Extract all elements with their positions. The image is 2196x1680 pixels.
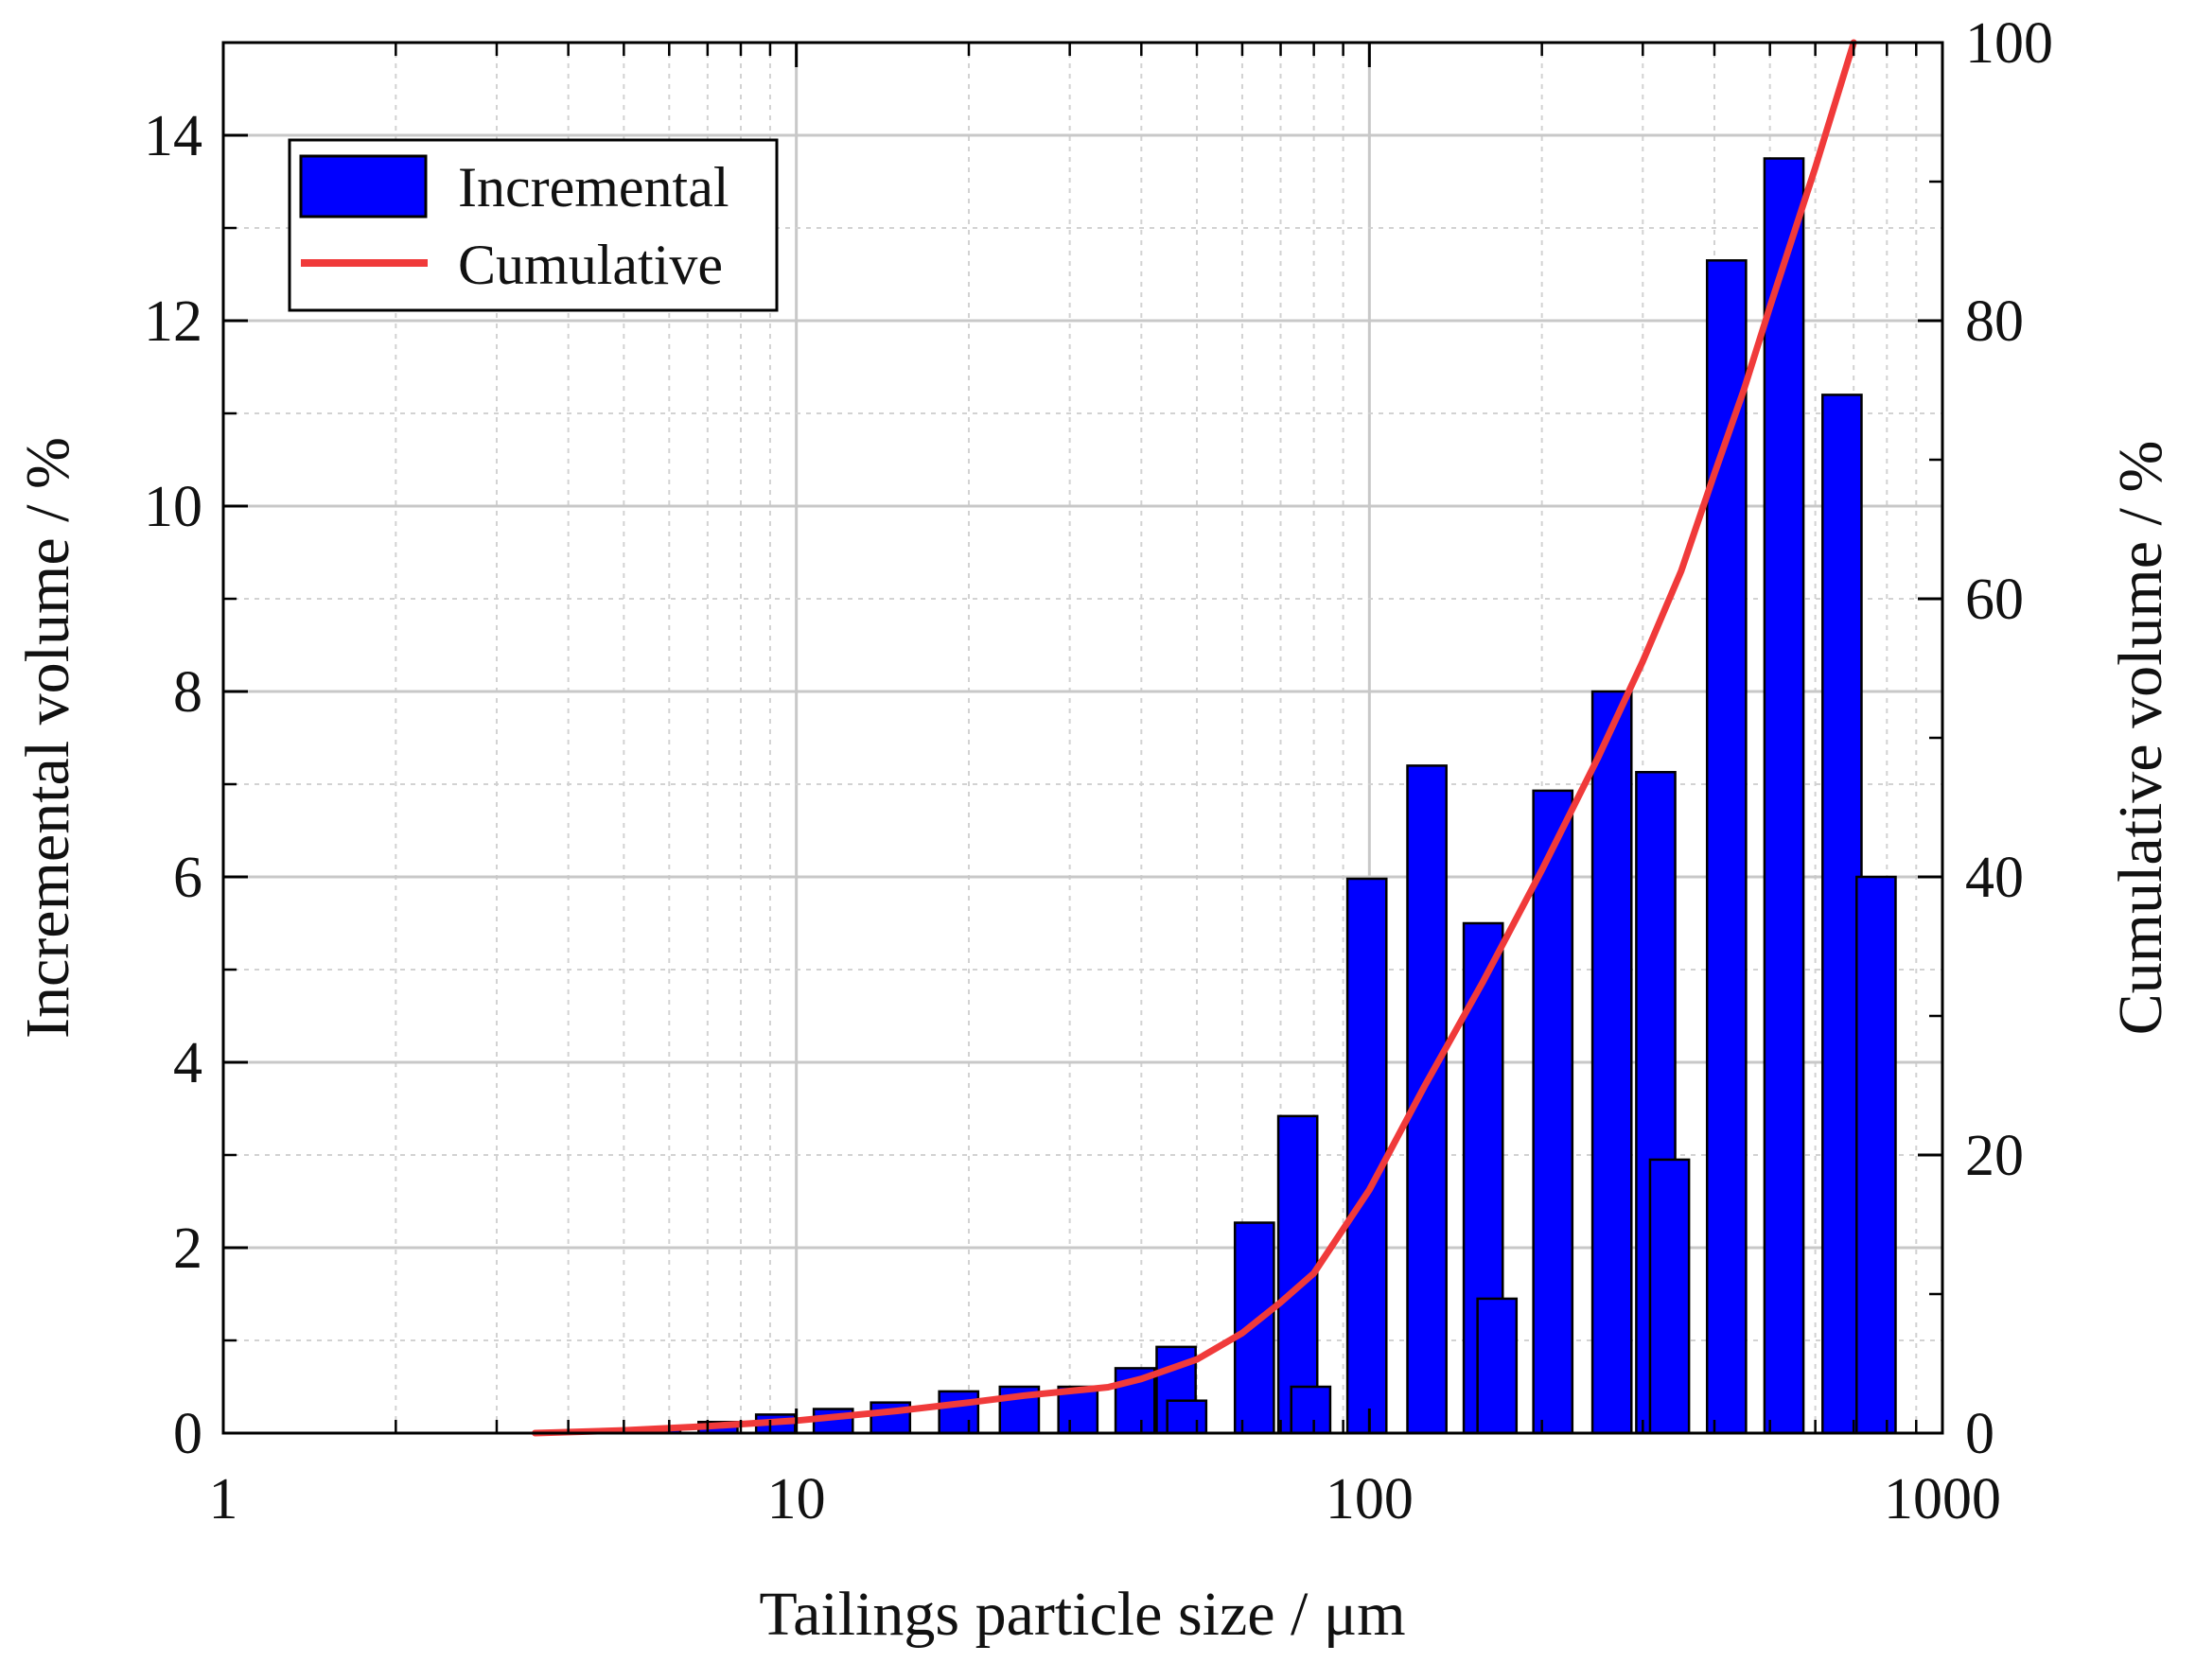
x-axis-title: Tailings particle size / μm (759, 1580, 1405, 1649)
y-left-tick-label: 4 (173, 1031, 202, 1095)
y-right-tick-label: 100 (1965, 11, 2053, 76)
y-left-tick-label: 2 (173, 1216, 202, 1281)
x-tick-label: 1000 (1884, 1467, 2001, 1531)
incremental-bar (1345, 877, 1388, 1435)
y-left-tick-label: 6 (173, 846, 202, 910)
x-tick-label: 1 (209, 1467, 238, 1531)
incremental-bar (1406, 764, 1448, 1435)
x-tick-label: 100 (1326, 1467, 1414, 1531)
y-right-tick-label: 80 (1965, 289, 2024, 354)
incremental-bar (1590, 690, 1633, 1435)
y-left-tick-label: 12 (144, 289, 202, 354)
y-right-tick-label: 0 (1965, 1402, 1994, 1466)
incremental-bar (1532, 789, 1574, 1435)
incremental-bar (1233, 1221, 1275, 1435)
incremental-bar (1476, 1297, 1519, 1435)
incremental-bar (1166, 1399, 1208, 1435)
legend-label-incremental: Incremental (458, 156, 729, 219)
incremental-bars (640, 157, 1897, 1435)
incremental-bar (1855, 875, 1897, 1435)
y-right-axis-title: Cumulative volume / % (2106, 441, 2175, 1036)
cumulative-line-layer (532, 39, 1857, 1437)
y-left-axis-title: Incremental volume / % (13, 437, 82, 1039)
cumulative-line (532, 39, 1857, 1437)
incremental-bar (938, 1390, 980, 1435)
incremental-bar (1705, 259, 1748, 1435)
y-left-tick-label: 8 (173, 660, 202, 725)
y-left-tick-label: 14 (144, 104, 202, 168)
y-right-tick-label: 20 (1965, 1124, 2024, 1188)
incremental-bar (1648, 1158, 1691, 1435)
legend: Incremental Cumulative (288, 138, 779, 312)
y-left-tick-label: 10 (144, 475, 202, 539)
legend-label-cumulative: Cumulative (458, 234, 723, 296)
y-left-tick-label: 0 (173, 1402, 202, 1466)
incremental-bar (1763, 157, 1805, 1435)
legend-swatch-incremental (299, 154, 428, 219)
x-tick-label: 10 (767, 1467, 826, 1531)
incremental-bar (1290, 1385, 1332, 1435)
y-right-tick-label: 60 (1965, 568, 2024, 632)
y-right-tick-label: 40 (1965, 846, 2024, 910)
